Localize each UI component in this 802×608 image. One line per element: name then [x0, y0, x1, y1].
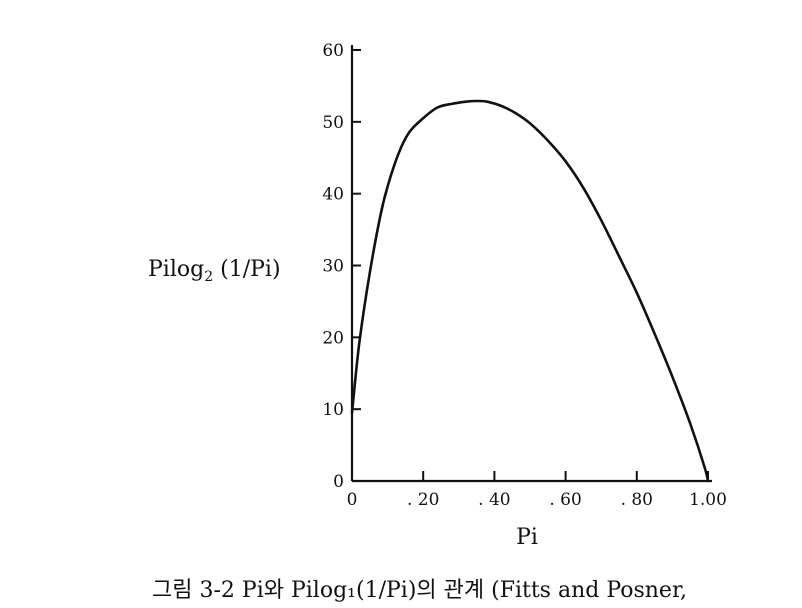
y-tick-label: 60 [322, 41, 344, 61]
x-tick-label: 1.00 [689, 490, 727, 510]
x-tick-label: . 40 [478, 490, 510, 510]
axes [350, 45, 712, 483]
x-tick-label: . 60 [549, 490, 581, 510]
y-tick-label: 30 [322, 257, 344, 277]
x-tick-label: . 20 [407, 490, 439, 510]
y-ticks: 0 10 20 30 40 50 60 [322, 41, 361, 492]
y-axis-title: Pilog2 (1/Pi) [148, 257, 281, 285]
x-axis-title: Pi [516, 525, 538, 550]
x-tick-label: . 80 [621, 490, 653, 510]
y-tick-label: 0 [333, 472, 344, 492]
y-tick-label: 10 [322, 400, 344, 420]
y-tick-label: 40 [322, 185, 344, 205]
figure-caption: 그림 3-2 Pi와 Pilog₁(1/Pi)의 관계 (Fitts and P… [152, 578, 688, 603]
series-line [350, 99, 710, 483]
x-tick-label: 0 [347, 490, 358, 510]
y-axis-title-main: Pilog [148, 257, 204, 282]
y-tick-label: 50 [322, 113, 344, 133]
y-tick-label: 20 [322, 328, 344, 348]
y-axis-title-subscript: 2 [204, 269, 213, 285]
y-axis-title-rest: (1/Pi) [213, 257, 280, 282]
x-ticks: 0 . 20 . 40 . 60 . 80 1.00 [347, 471, 727, 510]
